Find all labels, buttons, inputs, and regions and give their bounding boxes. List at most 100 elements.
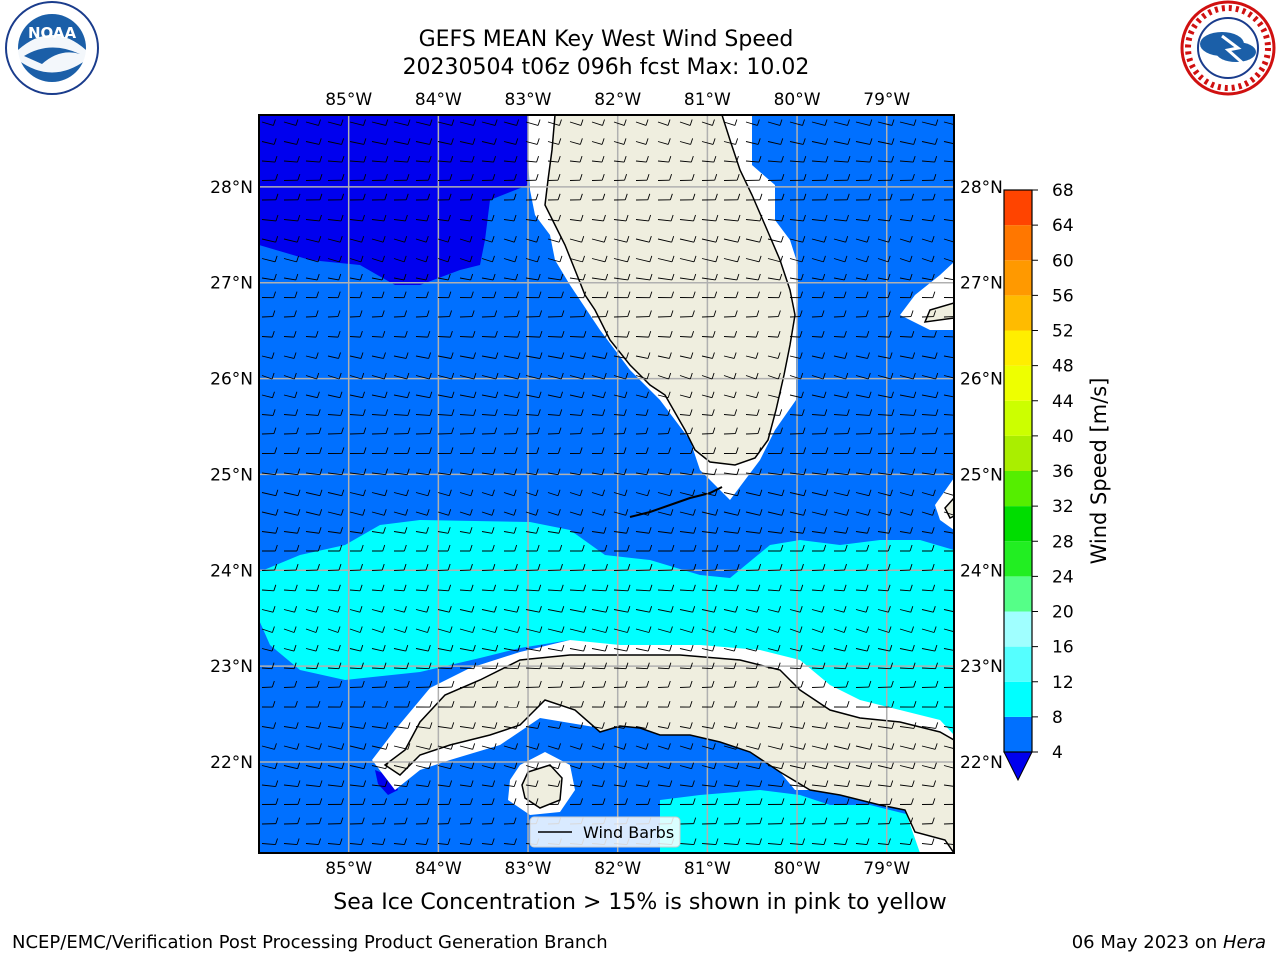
wind-barb-flag <box>692 509 696 516</box>
wind-barb-flag <box>582 273 586 281</box>
wind-barb <box>833 141 848 145</box>
wind-barb-flag <box>693 817 697 824</box>
wind-barb <box>261 238 276 243</box>
wind-barb-flag <box>296 155 300 163</box>
wind-barb-flag <box>691 310 695 317</box>
wind-barb <box>723 141 736 145</box>
wind-barb <box>613 160 625 163</box>
wind-barb <box>789 238 803 243</box>
wind-barb-flag <box>428 662 432 669</box>
wind-barb-flag <box>470 780 474 787</box>
wind-barb-flag <box>934 155 938 163</box>
wind-barb-flag <box>821 330 825 338</box>
footer-date: 06 May 2023 on Hera <box>1072 932 1266 953</box>
wind-barb <box>591 355 606 359</box>
wind-barb <box>855 238 868 243</box>
wind-barb-flag <box>406 780 410 787</box>
wind-barb-flag <box>319 155 323 163</box>
wind-barb <box>503 745 516 750</box>
lon-label-top: 82°W <box>594 90 641 110</box>
wind-barb-flag <box>667 427 671 434</box>
wind-barb-flag <box>382 644 386 652</box>
wind-barb <box>657 472 670 476</box>
wind-barb <box>679 336 692 338</box>
wind-barb-flag <box>865 584 869 591</box>
wind-barb <box>261 414 274 416</box>
wind-barb <box>745 609 758 613</box>
wind-barb-flag <box>735 138 739 145</box>
wind-barb-flag <box>777 644 781 652</box>
wind-barb-flag <box>363 743 367 750</box>
wind-barb <box>503 121 517 126</box>
wind-barb-flag <box>536 544 540 552</box>
wind-barb-flag <box>470 798 473 805</box>
wind-barb-flag <box>801 563 804 571</box>
wind-barb-flag <box>605 273 609 281</box>
wind-barb-flag <box>448 489 452 496</box>
wind-barb-flag <box>579 447 583 454</box>
wind-barb-flag <box>362 193 366 200</box>
wind-barb <box>635 531 650 534</box>
wind-barb-flag <box>318 722 322 729</box>
wind-barb-flag <box>472 138 476 145</box>
wind-barb <box>327 784 342 787</box>
wind-barb-flag <box>274 563 278 571</box>
wind-barb-flag <box>755 644 759 652</box>
wind-barb <box>371 160 386 163</box>
wind-barb-flag <box>931 527 935 534</box>
wind-barb <box>393 355 407 359</box>
wind-barb <box>767 219 782 222</box>
wind-barb-flag <box>758 447 762 454</box>
wind-barb <box>745 531 760 534</box>
wind-barb <box>635 726 647 729</box>
wind-barb <box>789 745 804 750</box>
colorbar-tick-label: 4 <box>1052 743 1063 763</box>
wind-barb <box>261 472 276 476</box>
wind-barb-flag <box>714 174 718 181</box>
wind-barb-flag <box>427 489 431 496</box>
wind-barb-flag <box>271 372 275 380</box>
wind-barb-flag <box>583 310 587 317</box>
wind-barb <box>305 511 320 516</box>
wind-barb-flag <box>668 762 672 769</box>
wind-barb <box>481 589 494 592</box>
wind-barb-flag <box>780 447 784 454</box>
colorbar-tick-label: 56 <box>1052 286 1074 306</box>
wind-barb-flag <box>294 700 298 708</box>
wind-barb-flag <box>626 235 630 243</box>
wind-barb-flag <box>887 291 891 298</box>
wind-barb-flag <box>649 255 653 263</box>
colorbar-segment <box>1004 400 1032 436</box>
wind-barb <box>657 160 669 163</box>
wind-barb-flag <box>296 743 300 750</box>
wind-barb-flag <box>297 798 301 805</box>
wind-barb <box>503 219 515 222</box>
wind-barb-flag <box>294 391 298 398</box>
wind-barb <box>261 277 275 281</box>
wind-barb <box>921 667 936 670</box>
wind-barb-flag <box>469 509 473 516</box>
wind-barb-flag <box>800 273 804 281</box>
wind-barb-flag <box>756 700 760 708</box>
wind-barb <box>745 141 759 145</box>
wind-barb-flag <box>932 509 936 516</box>
wind-barbs <box>261 119 959 845</box>
wind-barb <box>635 375 648 380</box>
wind-barb <box>591 277 606 281</box>
wind-barb <box>789 784 805 787</box>
wind-barb-flag <box>359 310 363 317</box>
wind-barb-flag <box>957 722 959 728</box>
wind-barb-flag <box>799 626 803 633</box>
wind-barb <box>613 511 626 516</box>
wind-barb-flag <box>843 291 847 298</box>
wind-barb <box>437 355 452 359</box>
wind-barb <box>811 121 826 126</box>
wind-barb <box>283 375 295 380</box>
wind-barb <box>943 375 954 379</box>
wind-barb-flag <box>887 255 891 263</box>
wind-barb <box>437 531 449 534</box>
wind-barb-flag <box>385 468 389 475</box>
wind-barb <box>305 492 321 497</box>
wind-barb <box>437 219 449 222</box>
wind-barb <box>569 355 584 359</box>
